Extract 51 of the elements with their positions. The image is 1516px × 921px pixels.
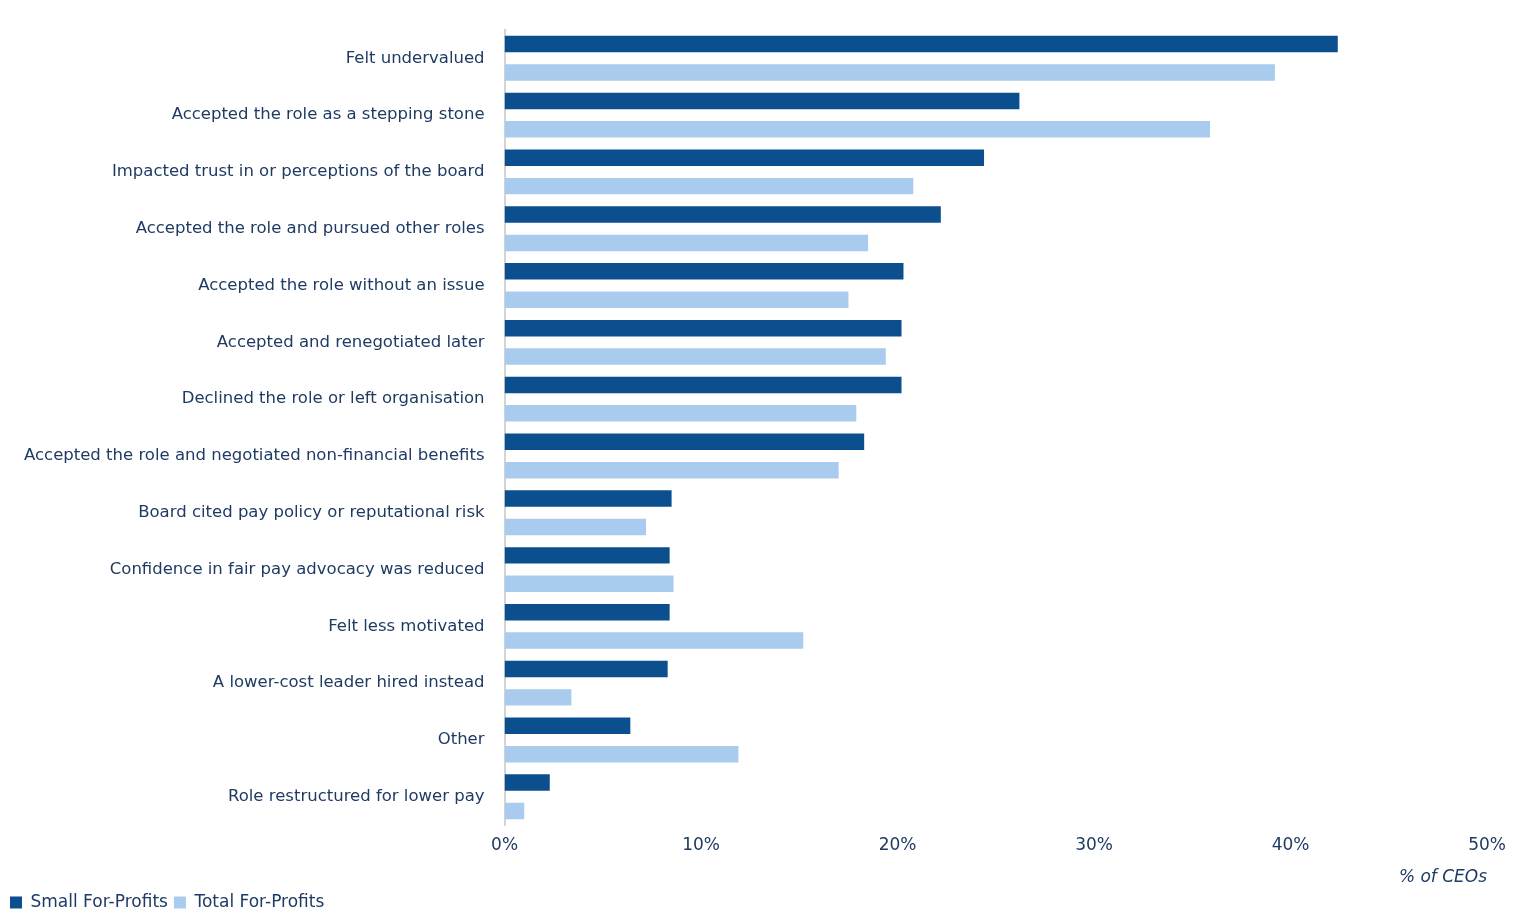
bar	[504, 433, 865, 450]
x-tick-label: 20%	[878, 833, 917, 854]
bar	[504, 121, 1211, 138]
legend-label: Total For-Profits	[193, 890, 325, 911]
y-tick-label: Role restructured for lower pay	[227, 786, 485, 806]
y-tick-label: Board cited pay policy or reputational risk	[138, 502, 486, 522]
bar	[504, 802, 525, 820]
y-tick-label: Confidence in fair pay advocacy was reduced	[109, 558, 485, 578]
bar	[504, 717, 631, 735]
bar	[504, 35, 1338, 53]
y-tick-label: Accepted the role as a stepping stone	[171, 104, 485, 124]
y-tick-label: Accepted the role and pursued other roles	[135, 218, 485, 238]
bar	[504, 490, 672, 507]
y-tick-label: Declined the role or left organisation	[181, 388, 485, 408]
x-axis-title: % of CEOs	[1398, 866, 1488, 887]
bar	[504, 149, 985, 166]
bar	[504, 518, 647, 536]
bar	[504, 603, 670, 621]
y-tick-label: Felt less motivated	[328, 615, 485, 635]
bar	[504, 461, 839, 479]
x-tick-label: 10%	[682, 833, 720, 854]
bar	[504, 632, 804, 649]
x-tick-label: 30%	[1075, 833, 1113, 854]
bar	[504, 376, 902, 394]
y-tick-label: Accepted and renegotiated later	[216, 331, 485, 351]
bar	[504, 405, 857, 422]
x-tick-label: 0%	[491, 833, 519, 854]
y-tick-label: Accepted the role and negotiated non-financial benefits	[23, 445, 485, 465]
y-tick-label: Accepted the role without an issue	[198, 274, 485, 294]
y-tick-label: Other	[437, 729, 485, 749]
y-tick-label: Felt undervalued	[345, 47, 485, 67]
bar	[504, 92, 1020, 110]
bar	[504, 348, 886, 365]
x-tick-label: 40%	[1271, 833, 1310, 854]
bar	[504, 689, 572, 706]
bar	[504, 263, 904, 280]
bar	[504, 234, 869, 252]
bar	[504, 745, 739, 763]
bar	[504, 64, 1275, 81]
bar	[504, 319, 902, 337]
bar	[504, 177, 914, 195]
x-tick-label: 50%	[1468, 833, 1507, 854]
bar	[504, 547, 670, 564]
bar	[504, 660, 668, 678]
bar	[504, 575, 674, 593]
bar	[504, 774, 550, 791]
legend-label: Small For-Profits	[30, 890, 169, 911]
y-tick-label: Impacted trust in or perceptions of the board	[111, 161, 485, 181]
y-tick-label: A lower-cost leader hired instead	[212, 672, 485, 692]
bar	[504, 206, 941, 223]
bar	[504, 291, 849, 308]
